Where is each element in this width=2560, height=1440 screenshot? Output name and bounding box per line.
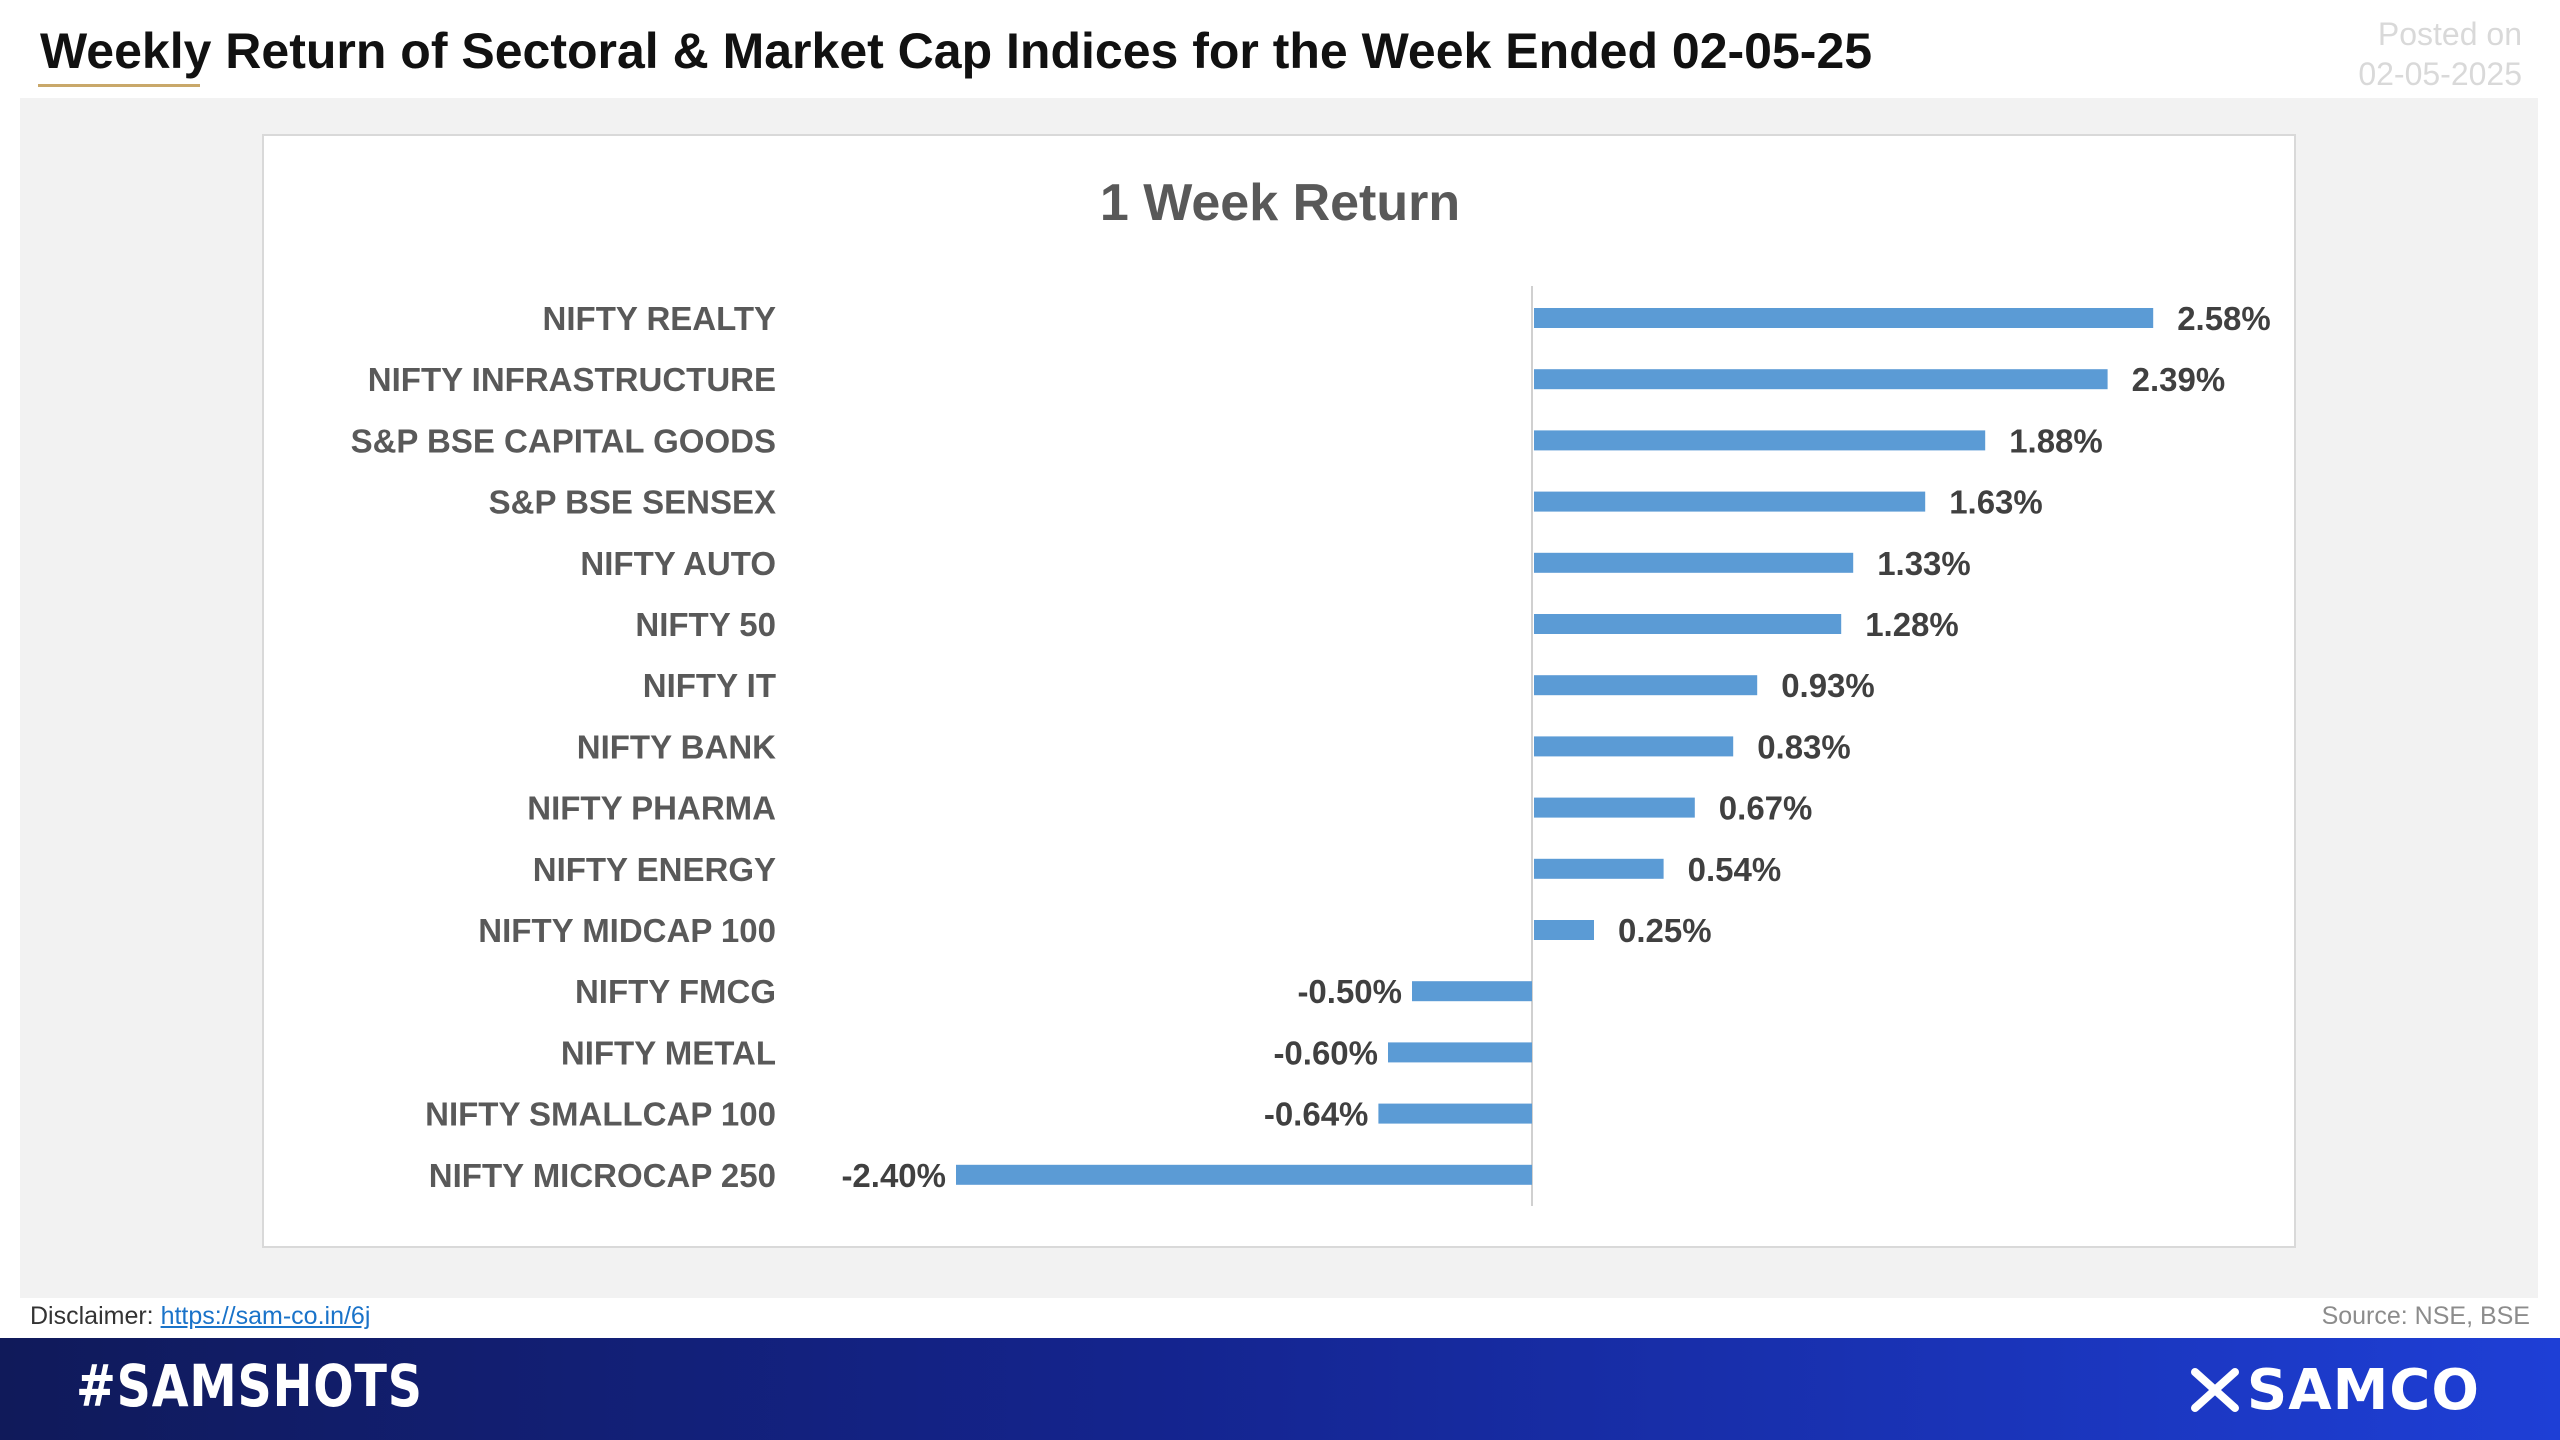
posted-info: Posted on 02-05-2025 [2358,14,2522,94]
chart-title: 1 Week Return [1100,174,1460,232]
category-label: NIFTY SMALLCAP 100 [425,1096,776,1133]
bar [1534,920,1594,940]
disclaimer-link[interactable]: https://sam-co.in/6j [160,1302,371,1330]
data-label: -2.40% [841,1157,946,1194]
data-label: 0.83% [1757,728,1851,765]
bar [956,1164,1532,1185]
category-label: NIFTY IT [643,667,776,704]
data-label: -0.60% [1273,1034,1378,1071]
bar [1534,552,1854,573]
bar [1388,1042,1532,1063]
bar [1534,736,1734,757]
disclaimer-label: Disclaimer: [30,1302,154,1330]
category-label: NIFTY REALTY [543,300,776,337]
disclaimer: Disclaimer: https://sam-co.in/6j [30,1302,370,1331]
bar [1534,858,1664,879]
bar [1534,308,2154,328]
data-label: 0.54% [1688,851,1782,888]
samco-logo-icon [2190,1368,2239,1412]
bar [1534,797,1695,818]
category-label: NIFTY MIDCAP 100 [478,912,776,949]
category-label: NIFTY MICROCAP 250 [429,1157,776,1194]
category-label: NIFTY ENERGY [533,851,776,888]
data-label: 0.93% [1781,667,1875,704]
bar [1534,675,1758,696]
page-title: Weekly Return of Sectoral & Market Cap I… [40,23,1873,79]
bar [1534,614,1842,634]
category-label: NIFTY BANK [577,728,776,765]
data-label: -0.64% [1264,1096,1369,1133]
data-label: 2.58% [2177,300,2271,337]
source-text: Source: NSE, BSE [2321,1302,2530,1330]
title-underline [38,84,200,87]
data-label: -0.50% [1297,973,1402,1010]
data-label: 1.33% [1877,545,1971,582]
bar [1412,981,1532,1002]
category-label: S&P BSE CAPITAL GOODS [351,422,776,459]
hashtag: #SAMSHOTS [76,1352,423,1420]
data-label: 1.63% [1949,484,2043,521]
category-label: NIFTY FMCG [575,973,776,1010]
posted-date: 02-05-2025 [2358,56,2522,92]
data-label: 2.39% [2132,361,2226,398]
bar [1534,430,1986,451]
brand-name: SAMCO [2246,1357,2480,1423]
category-label: NIFTY INFRASTRUCTURE [368,361,776,398]
brand-logo: SAMCO [2189,1357,2480,1423]
category-label: NIFTY 50 [635,606,776,643]
category-label: NIFTY AUTO [580,545,776,582]
category-label: NIFTY METAL [561,1034,776,1071]
footer-banner: #SAMSHOTS SAMCO [0,1338,2560,1440]
bar [1534,369,2108,390]
category-label: S&P BSE SENSEX [489,484,776,521]
bar [1378,1103,1532,1124]
data-label: 1.28% [1865,606,1959,643]
data-label: 1.88% [2009,422,2103,459]
category-label: NIFTY PHARMA [527,790,776,827]
data-label: 0.67% [1719,790,1813,827]
data-label: 0.25% [1618,912,1712,949]
posted-label: Posted on [2377,16,2522,52]
bar [1534,491,1926,512]
